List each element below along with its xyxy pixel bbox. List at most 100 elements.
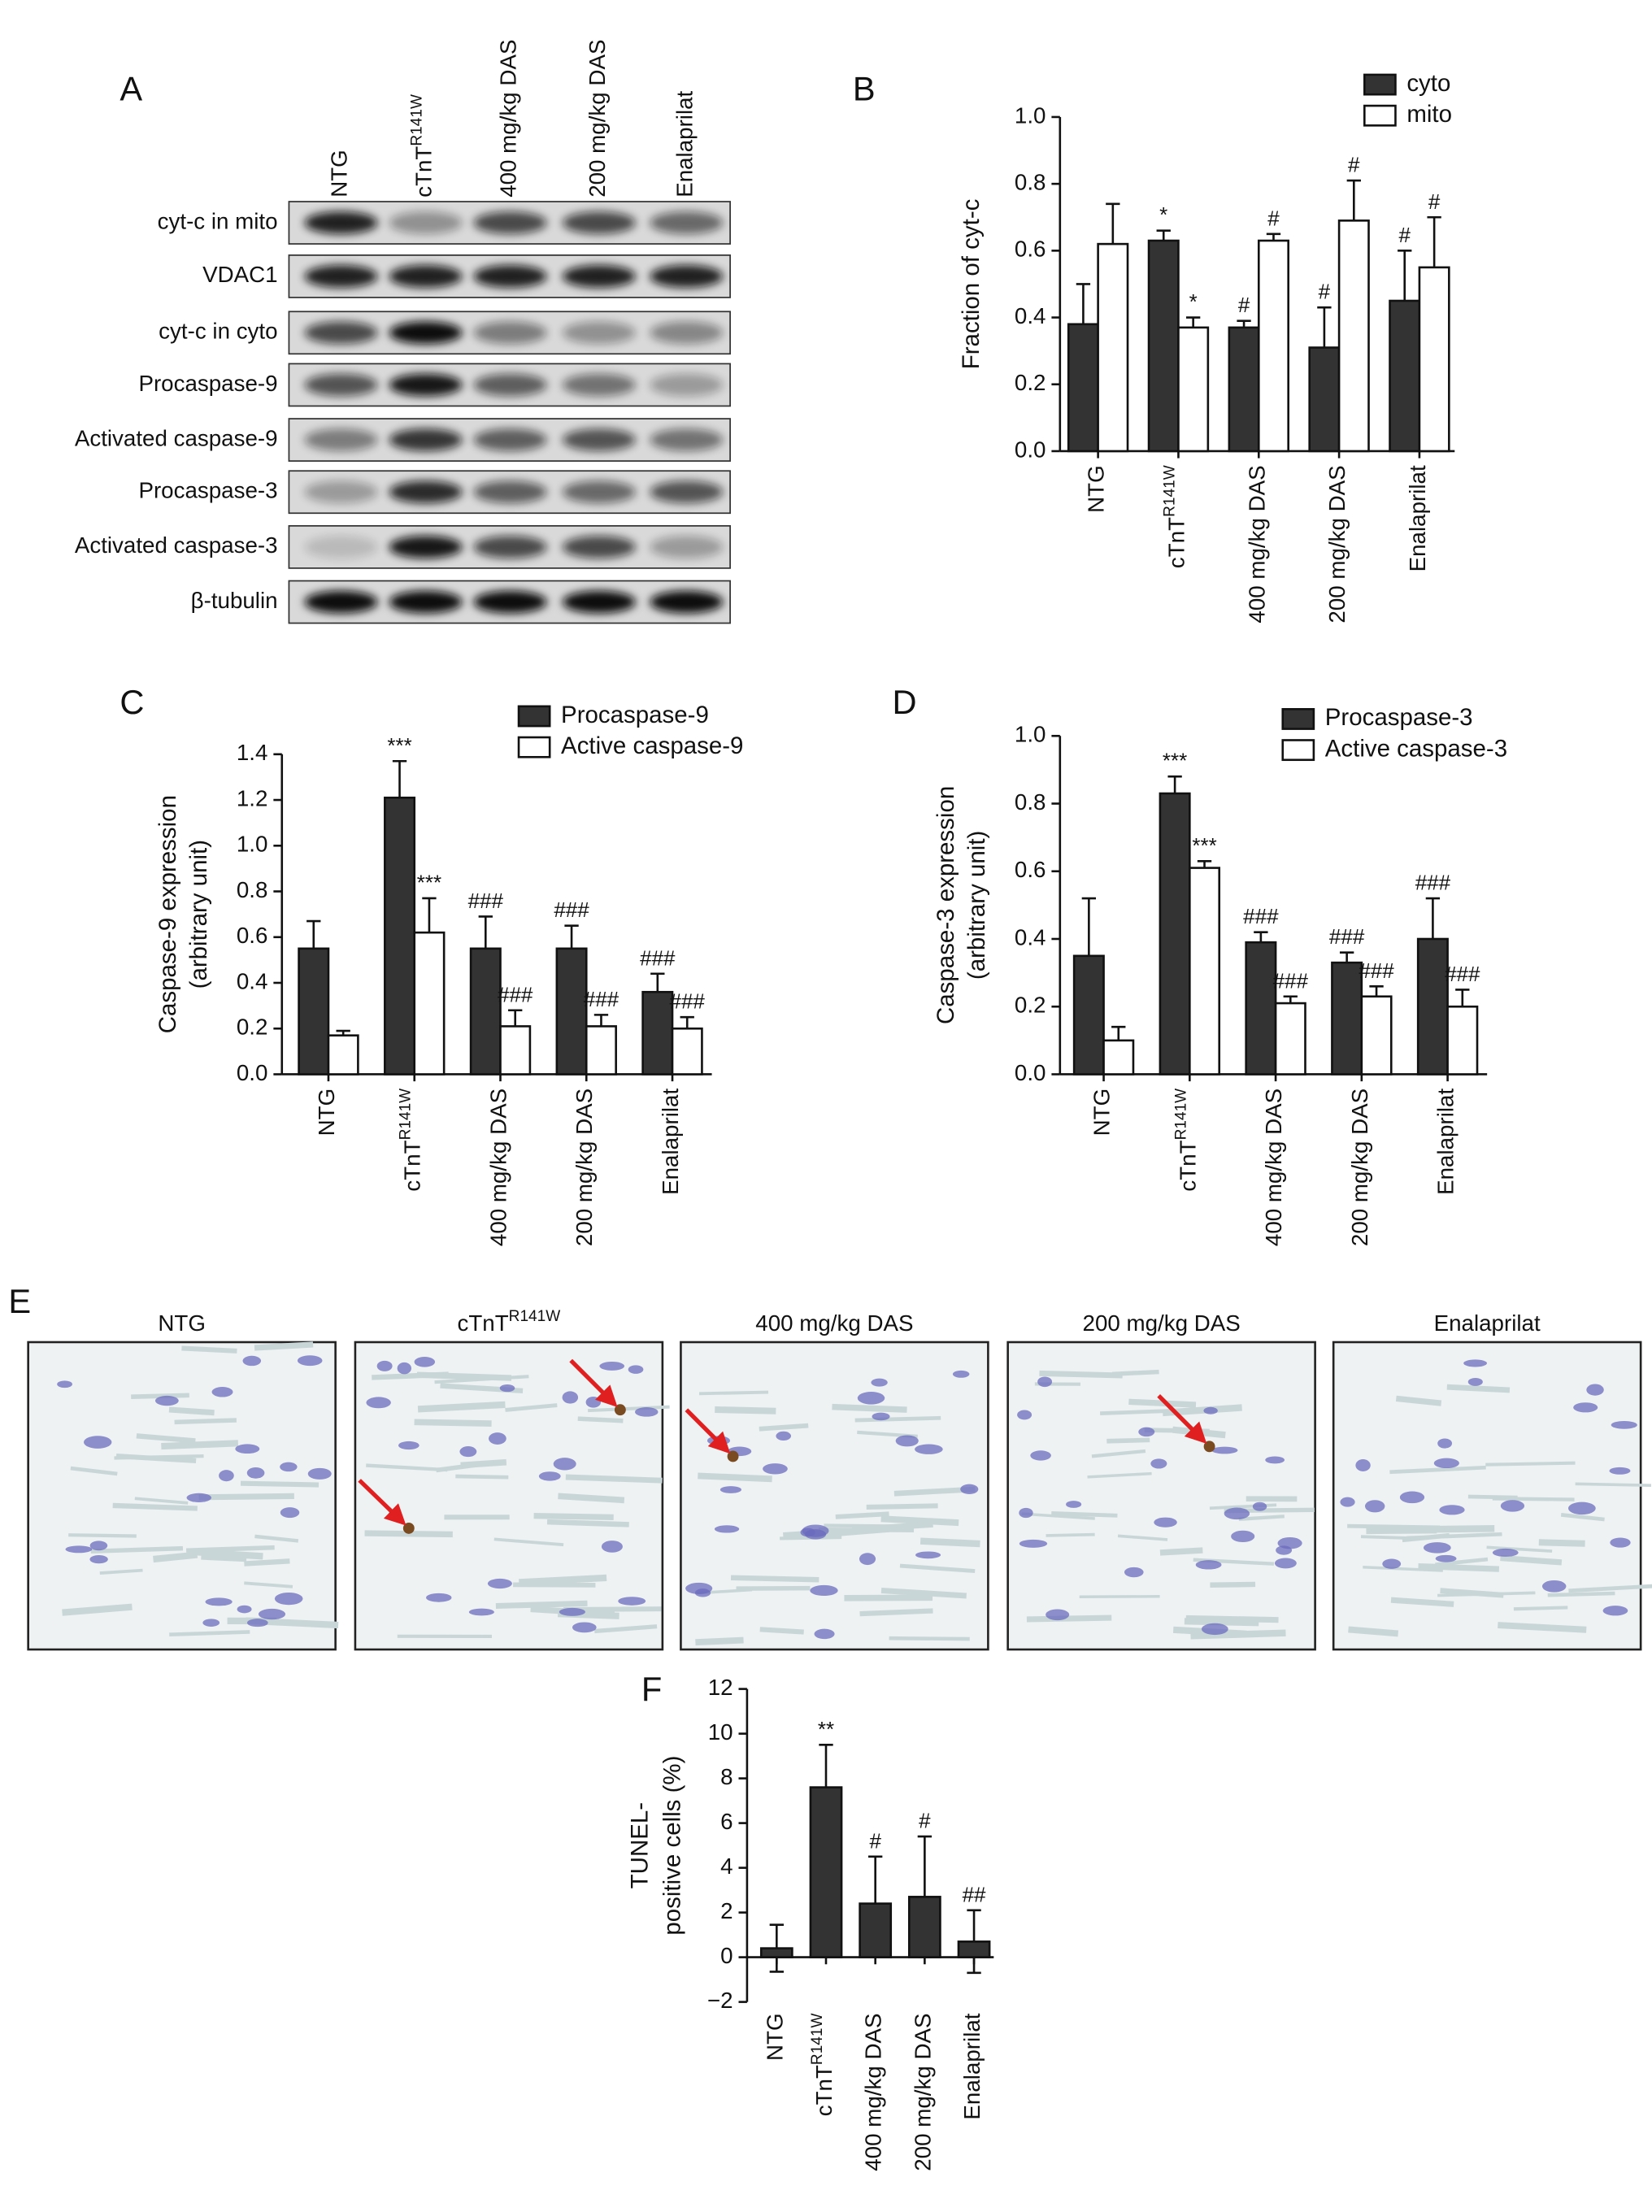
x-tick-label-base: NTG [1084,465,1109,513]
blot-band [389,590,463,614]
x-tick-label-base: 200 mg/kg DAS [572,1089,598,1246]
tunel-cell [727,1450,739,1462]
nucleus [719,1486,741,1493]
image-title: Enalaprilat [1434,1310,1541,1336]
y-tick-label: 1.0 [1015,102,1046,128]
blot-band [304,321,378,345]
image-title: 200 mg/kg DAS [1083,1310,1241,1336]
y-tick-label: 0.8 [237,877,268,902]
nucleus [1019,1507,1033,1519]
x-tick-label: cTnTR141W [809,2013,837,2116]
bar [1097,242,1129,453]
nucleus [89,1541,108,1551]
lane-label-base: 200 mg/kg DAS [585,40,610,198]
bar [384,796,416,1076]
y-tick-label: 8 [720,1764,733,1789]
nucleus [1463,1359,1488,1367]
fiber [254,1534,299,1543]
fiber [880,1515,959,1527]
x-tick-label: NTG [763,2013,788,2061]
legend-swatch [517,705,551,728]
nucleus [763,1463,788,1475]
x-tick-label: 400 mg/kg DAS [1261,1089,1286,1246]
y-axis-label: Caspase-3 expression [933,786,959,1024]
blot-band [650,480,724,504]
fiber [136,1433,196,1444]
nucleus [499,1384,515,1393]
significance: ### [670,989,706,1014]
fiber [244,1581,293,1588]
bar [585,1025,617,1076]
nucleus [1500,1500,1525,1512]
nucleus [1030,1450,1051,1461]
western-blot: NTG cTnTR141W 400 mg/kg DAS 200 mg/kg DAS En… [75,40,731,624]
blot-row-label: cyt-c in mito [158,208,278,233]
bar [327,1034,359,1076]
blot-band [562,428,636,451]
y-tick-label: 0.8 [1015,789,1046,815]
nucleus [1364,1500,1385,1513]
arrow [1157,1394,1207,1445]
significance: # [1398,223,1411,247]
fiber [254,1341,314,1351]
bar [1067,323,1099,453]
blot-band [389,211,463,234]
x-tick-label-superscript: R141W [809,2013,826,2065]
y-tick-label: 1.0 [237,832,268,857]
bar [809,1786,843,1958]
nucleus [297,1355,323,1367]
nucleus [205,1597,233,1606]
y-tick-label: 12 [708,1675,733,1700]
nucleus [1435,1554,1457,1562]
nucleus [1399,1491,1425,1504]
blot-band [650,265,724,288]
bar [1072,954,1105,1076]
nucleus [246,1619,268,1627]
fiber [434,1375,529,1384]
blot-band [473,536,547,558]
blot-band [304,211,378,234]
nucleus [426,1593,452,1602]
bar [1102,1039,1135,1076]
x-tick-label-base: cTnT [1164,517,1189,568]
x-tick-label-base: Enalaprilat [1433,1089,1459,1195]
bar [1416,937,1449,1076]
nucleus [857,1392,885,1405]
fiber [168,1406,215,1416]
fiber [533,1512,614,1521]
fiber [1440,1588,1504,1598]
x-tick-label: cTnTR141W [397,1089,425,1192]
nucleus [1124,1567,1144,1578]
fiber [493,1537,564,1547]
fiber [153,1551,198,1563]
y-axis-label: positive cells (%) [659,1756,686,1936]
y-axis-label: TUNEL- [627,1802,654,1888]
nucleus [366,1397,391,1409]
y-tick-label: 1.0 [1015,722,1046,747]
lane-label-base: Enalaprilat [672,90,698,197]
y-tick-label: 6 [720,1809,733,1834]
blot-band [389,321,463,345]
fiber [1128,1398,1197,1408]
y-axis-label: (arbitrary unit) [185,840,212,989]
x-tick-label: 200 mg/kg DAS [911,2013,936,2171]
lane-label: Enalaprilat [672,90,698,197]
lane-label-base: cTnT [411,146,437,198]
fiber [1366,1528,1437,1535]
y-tick-label: 2 [720,1898,733,1923]
bar [1274,1002,1306,1076]
blot-band [562,536,636,558]
fiber [730,1575,819,1583]
nucleus [960,1484,979,1494]
nucleus [1265,1456,1285,1464]
micrograph [1006,1341,1316,1651]
bar [1418,266,1450,453]
blot-row-label: VDAC1 [202,262,277,287]
y-tick-label: −2 [707,1988,733,2013]
x-tick-label: Enalaprilat [658,1089,683,1195]
nucleus [468,1608,494,1616]
x-tick-label-base: cTnT [400,1140,425,1191]
y-tick-label: 10 [708,1719,733,1745]
fiber [455,1474,509,1480]
nucleus [89,1554,108,1564]
